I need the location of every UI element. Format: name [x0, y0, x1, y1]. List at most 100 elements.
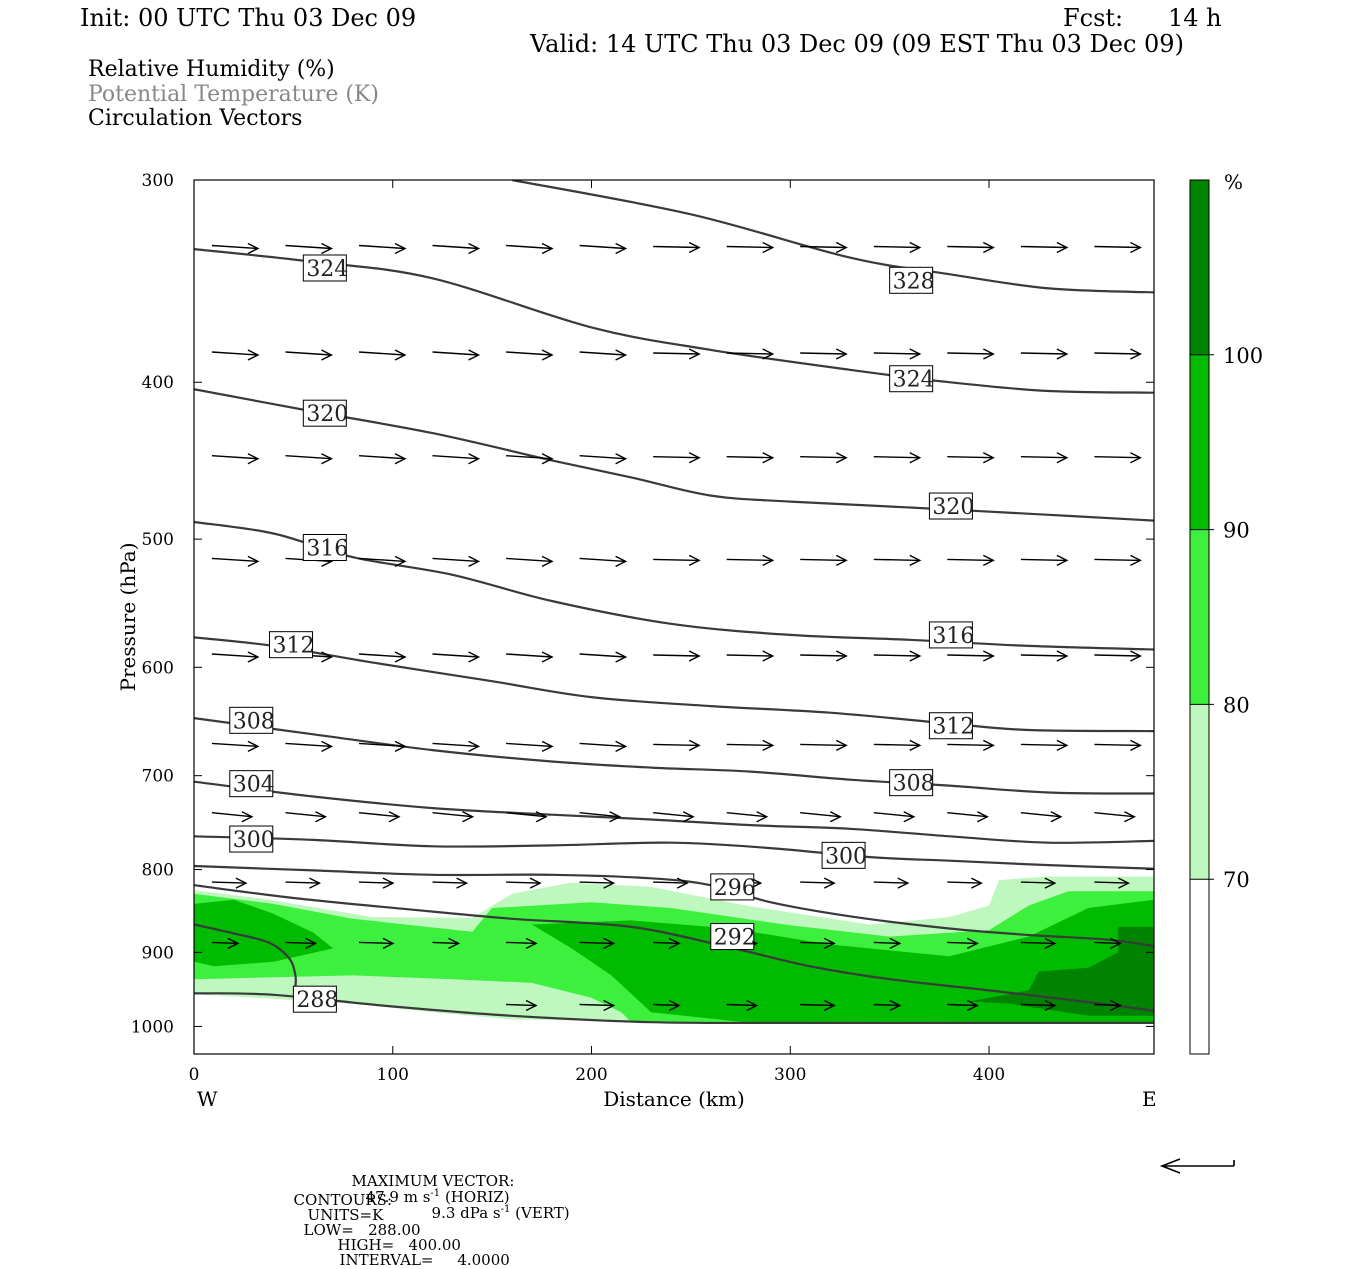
vector-shaft: [726, 654, 773, 657]
circulation-vector: [285, 740, 334, 753]
circulation-vector: [358, 349, 407, 361]
vector-shaft: [1094, 352, 1141, 355]
contour-label-312: 312: [269, 631, 315, 659]
vector-shaft: [653, 881, 688, 884]
y-tick-label: 500: [142, 530, 174, 550]
circulation-vector: [947, 739, 995, 752]
rh-region-90: [194, 899, 334, 967]
vector-shaft: [506, 881, 541, 884]
vector-shaft: [506, 742, 553, 748]
circulation-vector: [1094, 937, 1122, 950]
vector-head: [1110, 999, 1122, 1012]
circulation-vector: [506, 349, 554, 361]
vector-head: [394, 740, 407, 753]
valid-time: Valid: 14 UTC Thu 03 Dec 09 (09 EST Thu …: [530, 30, 1184, 58]
vector-shaft: [653, 558, 700, 562]
vector-shaft: [432, 881, 467, 884]
vector-shaft: [506, 244, 553, 250]
vector-shaft: [873, 743, 920, 747]
circulation-vector: [726, 348, 775, 360]
vector-head: [1130, 348, 1142, 360]
contour-label-288: 288: [292, 985, 338, 1013]
contours-info-line: CONTOURS: UNITS=K LOW= 288.00 HIGH= 400.…: [284, 1178, 510, 1268]
contour-label-text: 316: [306, 537, 348, 562]
vector-shaft: [1020, 812, 1061, 818]
vector-head: [1130, 241, 1142, 254]
vector-head: [321, 453, 334, 465]
vector-shaft: [947, 881, 982, 884]
vector-head: [1056, 739, 1069, 752]
circulation-vector: [653, 811, 695, 823]
vector-shaft: [579, 812, 620, 818]
vector-shaft: [653, 456, 700, 459]
vector-shaft: [1020, 456, 1067, 459]
vector-head: [394, 242, 407, 255]
vector-head: [388, 811, 401, 823]
vector-head: [1056, 348, 1069, 360]
circulation-vector: [653, 937, 681, 950]
circulation-vector: [653, 452, 701, 464]
contour-label-328: 328: [889, 266, 935, 294]
circulation-vector: [726, 452, 775, 464]
circulation-vector: [358, 555, 407, 568]
contour-label-box: [889, 266, 934, 294]
vector-head: [971, 877, 983, 889]
vector-head: [468, 242, 481, 255]
vector-head: [762, 241, 775, 254]
circulation-vector: [800, 650, 848, 662]
vector-shaft: [1094, 881, 1129, 884]
theta-contour-312: [194, 636, 1154, 733]
circulation-vector: [1020, 937, 1057, 950]
circulation-vector: [1094, 348, 1142, 360]
colorbar-band: [1190, 529, 1209, 705]
y-tick-label: 900: [142, 943, 174, 963]
vector-head: [468, 740, 481, 753]
contour-label-316: 316: [928, 621, 974, 649]
contour-label-text: 288: [296, 988, 338, 1013]
circulation-vector: [1020, 877, 1057, 889]
vector-head: [468, 349, 481, 361]
y-tick-label: 800: [142, 861, 174, 881]
circulation-vector: [1020, 452, 1069, 464]
contour-label-box: [928, 621, 973, 649]
vector-head: [1056, 650, 1069, 662]
colorbar: 70 80 90 100: [1189, 179, 1263, 1055]
circulation-vectors: [211, 241, 1142, 1012]
circulation-vector: [211, 242, 260, 255]
vector-shaft: [1094, 456, 1141, 459]
vector-shaft: [211, 351, 258, 356]
vector-head: [321, 349, 334, 361]
vector-shaft: [211, 557, 258, 563]
vector-shaft: [358, 244, 406, 250]
circulation-vector: [579, 937, 616, 950]
circulation-vector: [1020, 554, 1069, 567]
vector-shaft: [653, 812, 694, 818]
vector-shaft: [873, 456, 920, 459]
circulation-vector: [506, 937, 538, 950]
vector-shaft: [1094, 654, 1141, 657]
field-label-theta: Potential Temperature (K): [88, 82, 379, 107]
vector-shaft: [653, 1003, 680, 1007]
vector-shaft: [358, 742, 406, 748]
vector-shaft: [506, 351, 553, 356]
vector-head: [247, 453, 260, 465]
vector-shaft: [1020, 245, 1067, 249]
vector-head: [394, 555, 407, 568]
circulation-vector: [211, 555, 260, 568]
max-vector-label: MAXIMUM VECTOR:: [351, 1172, 515, 1190]
forecast-hours: 14 h: [1168, 4, 1222, 32]
vector-shaft: [800, 456, 847, 459]
contour-label-316: 316: [302, 534, 348, 562]
circulation-vector: [506, 811, 548, 823]
vector-shaft: [211, 812, 252, 818]
vector-head: [525, 999, 538, 1012]
x-axis-east-label: E: [1142, 1087, 1157, 1111]
vector-shaft: [653, 941, 680, 945]
vector-head: [1110, 937, 1122, 950]
circulation-vector: [285, 349, 334, 361]
vector-head: [394, 453, 407, 465]
vector-shaft: [726, 456, 773, 459]
field-label-rh: Relative Humidity (%): [88, 57, 335, 82]
vector-head: [746, 999, 759, 1012]
vector-head: [525, 937, 538, 950]
